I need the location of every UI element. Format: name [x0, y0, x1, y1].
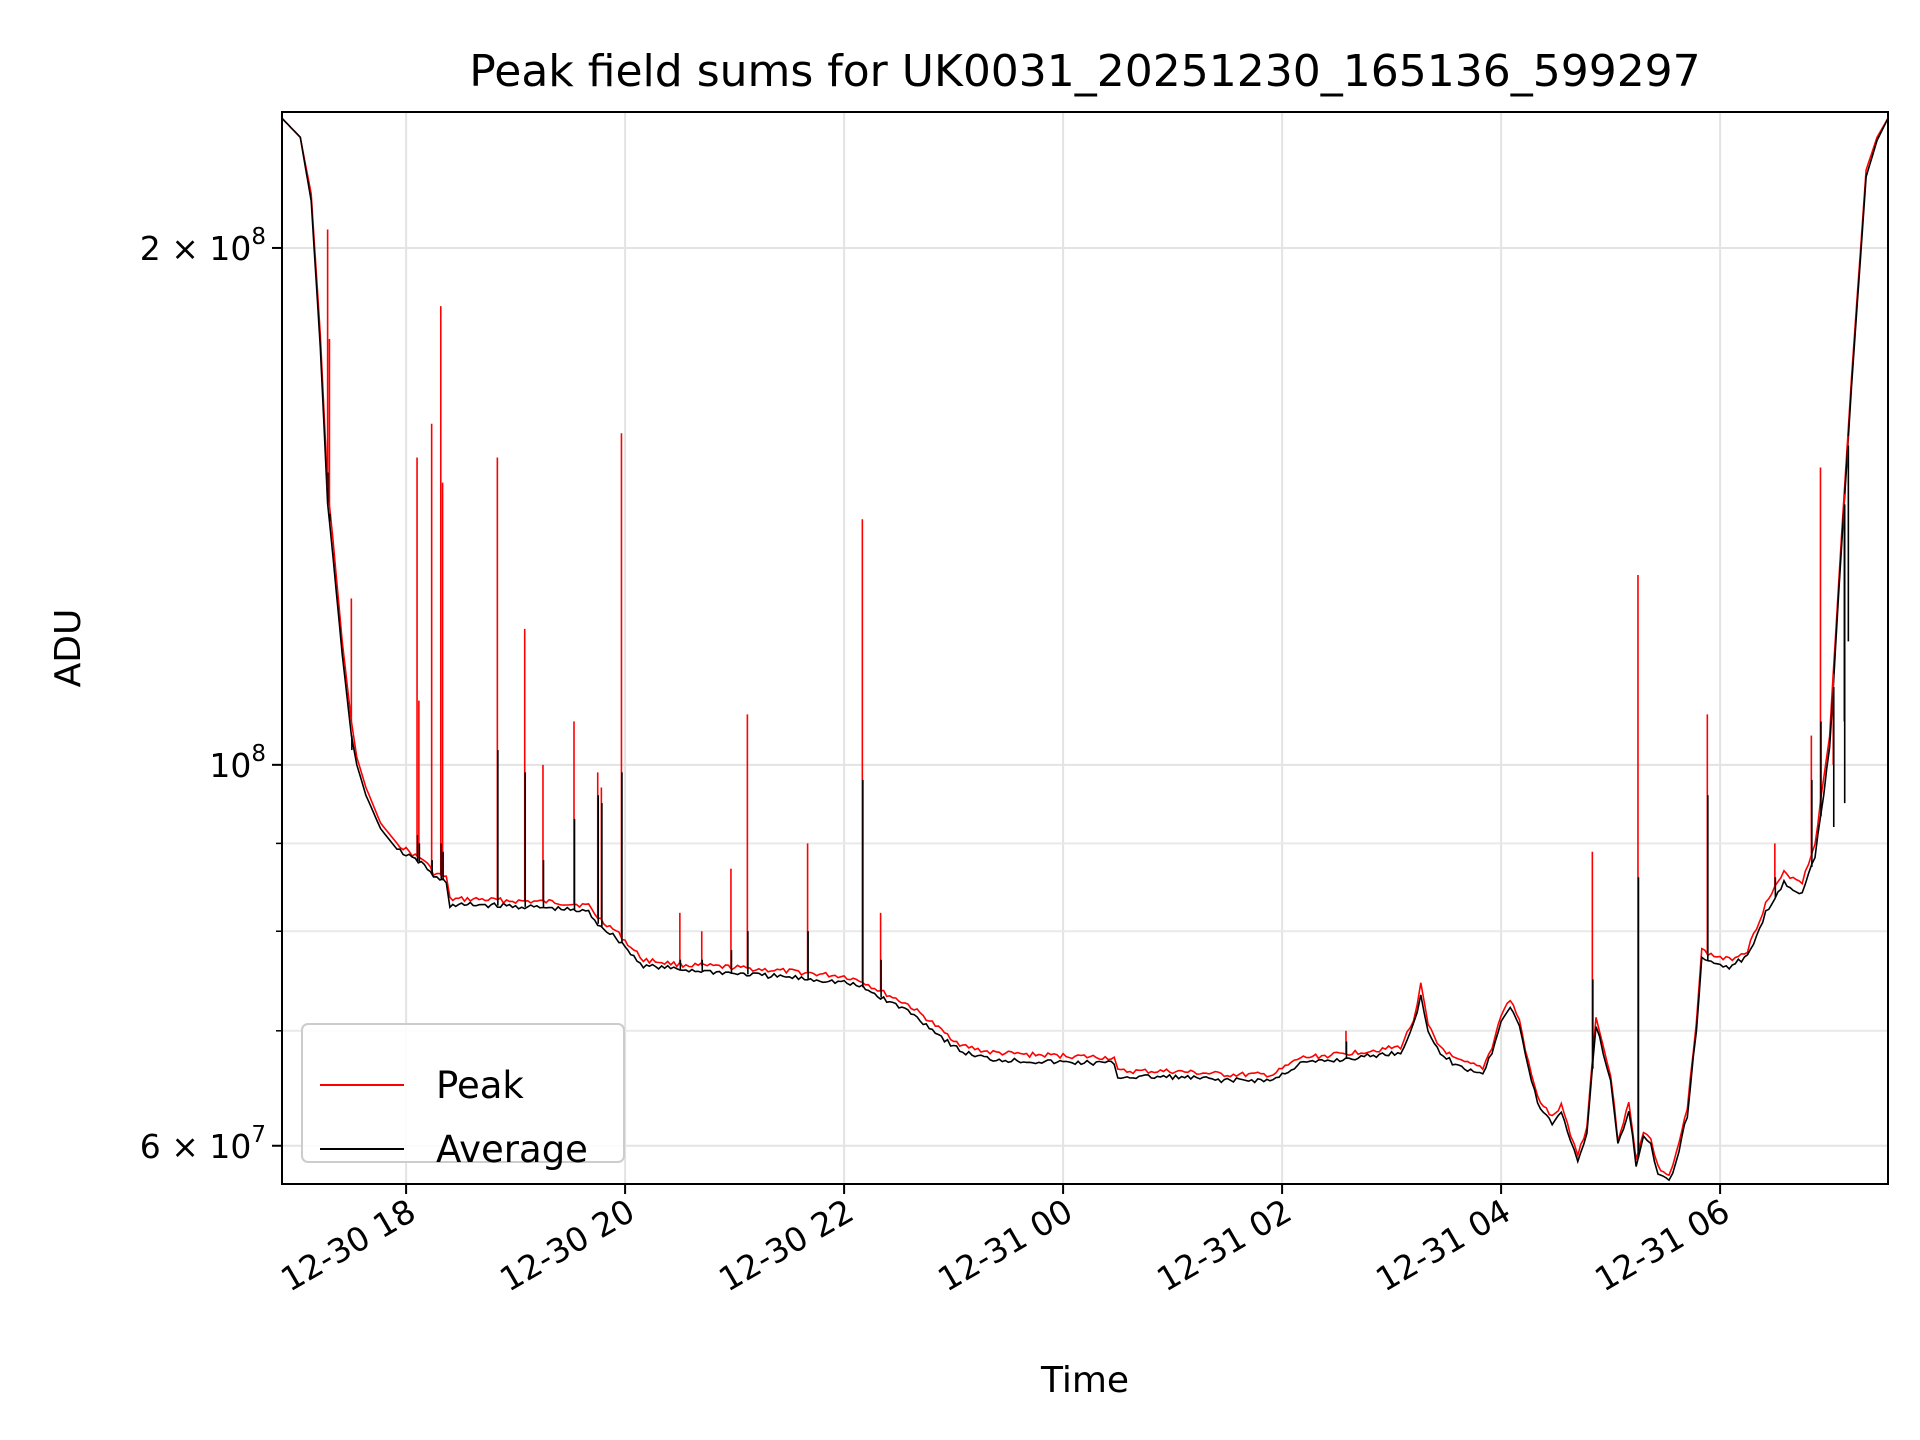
series-layer [281, 117, 1889, 1182]
legend: Peak Average [301, 1023, 625, 1171]
y-tick-label: 2 × 108 [140, 224, 266, 268]
chart-title: Peak field sums for UK0031_20251230_1651… [469, 46, 1700, 97]
plot-frame [281, 111, 1889, 1185]
series-line-peak [281, 117, 1889, 1177]
series-line-average [281, 117, 1889, 1182]
x-axis-label: Time [1040, 1360, 1129, 1401]
y-axis-label: ADU [48, 609, 89, 688]
legend-box [301, 1023, 625, 1163]
y-axis-ticks: 6 × 107 108 2 × 108 [140, 224, 282, 1166]
y-tick-label: 108 [209, 741, 266, 785]
legend-label-average: Average [436, 1128, 588, 1171]
legend-label-peak: Peak [436, 1064, 524, 1107]
y-tick-label: 6 × 107 [140, 1122, 266, 1166]
